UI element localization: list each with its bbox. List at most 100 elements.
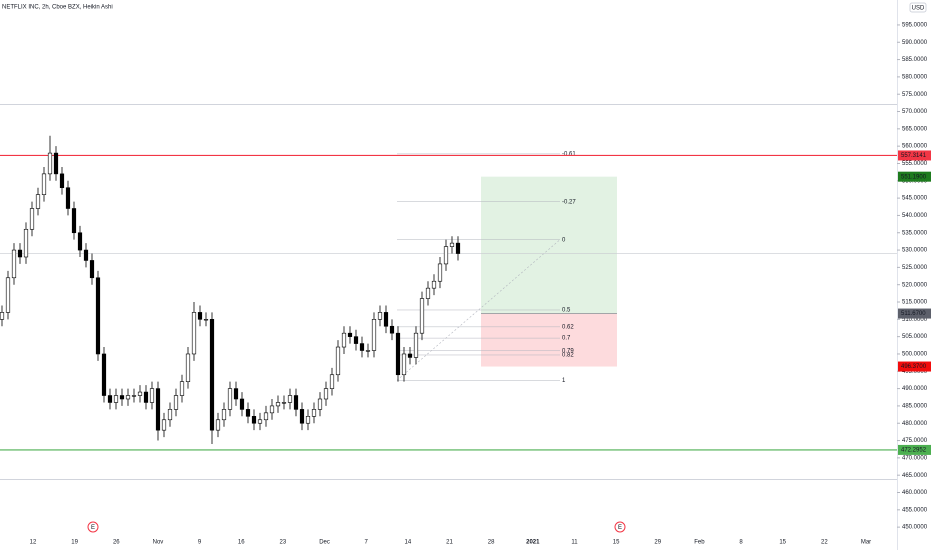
candle-body <box>239 398 245 410</box>
candle-body <box>371 319 377 351</box>
x-tick-label: 12 <box>30 540 37 546</box>
event-label: E <box>618 525 622 531</box>
candle-body <box>17 249 23 258</box>
x-tick-label: 14 <box>405 540 412 546</box>
candle-body <box>149 388 155 403</box>
candle-body <box>293 395 299 410</box>
candle-body <box>35 194 41 209</box>
x-tick-label: 7 <box>365 540 369 546</box>
candle-body <box>233 388 239 400</box>
candle-body <box>377 312 383 320</box>
y-tick-label: 555.0000 <box>902 161 928 167</box>
candle-body <box>263 412 269 421</box>
x-tick-label: Nov <box>153 540 164 546</box>
candle-body <box>383 312 389 327</box>
y-tick-label: 540.0000 <box>902 213 928 219</box>
candle-body <box>425 287 431 299</box>
candle-body <box>215 419 221 431</box>
currency[interactable]: USD <box>912 6 925 12</box>
price-tag <box>898 308 931 319</box>
price-tag-label: 511.6700 <box>901 311 926 317</box>
y-tick-label: 595.0000 <box>902 23 928 29</box>
candle-body <box>407 353 413 358</box>
x-tick-label: Mar <box>861 540 871 546</box>
candle-body <box>161 419 167 431</box>
y-tick-label: 575.0000 <box>902 92 928 98</box>
y-tick-label: 485.0000 <box>902 403 928 409</box>
candle-body <box>323 388 329 400</box>
candle-body <box>71 208 77 234</box>
fib-label: 0.82 <box>562 353 574 359</box>
price-tag <box>898 444 931 455</box>
candle-body <box>317 398 323 410</box>
candle-body <box>155 388 161 431</box>
currency-badge[interactable] <box>909 2 927 13</box>
y-tick-label: 450.0000 <box>902 525 928 531</box>
price-tag-label: 496.3700 <box>901 364 927 370</box>
candle-body <box>23 228 29 258</box>
x-tick-label: 21 <box>446 540 453 546</box>
candle-body <box>221 409 227 421</box>
candle-body <box>29 208 35 230</box>
candle-body <box>341 332 347 348</box>
candle-body <box>197 312 203 320</box>
candle-body <box>449 242 455 247</box>
fib-label: 0.62 <box>562 324 574 330</box>
price-tag-label: 472.2952 <box>901 448 927 454</box>
candle-body <box>11 249 17 279</box>
candle-body <box>47 152 53 175</box>
x-tick-label: 15 <box>779 540 786 546</box>
target-zone <box>481 176 617 314</box>
candle-body <box>269 405 275 414</box>
candle-body <box>251 416 257 424</box>
y-tick-label: 570.0000 <box>902 109 928 115</box>
y-tick-label: 480.0000 <box>902 421 928 427</box>
fib-label: 0.5 <box>562 308 571 314</box>
x-tick-label: 2021 <box>526 540 540 546</box>
x-tick-label: 9 <box>198 540 202 546</box>
candle-body <box>419 298 425 334</box>
candle-body <box>101 353 107 396</box>
candle-body <box>107 395 113 403</box>
candle-body <box>0 312 5 320</box>
fib-label: 0 <box>562 237 566 243</box>
candle-body <box>77 232 83 251</box>
stop-zone <box>481 313 617 367</box>
candle-body <box>347 332 353 337</box>
y-tick-label: 585.0000 <box>902 57 928 63</box>
candle-body <box>275 402 281 407</box>
candle-body <box>299 409 305 424</box>
candle-body <box>437 263 443 282</box>
y-tick-label: 565.0000 <box>902 126 928 132</box>
y-tick-label: 510.0000 <box>902 317 928 323</box>
price-tag-label: 551.1900 <box>901 174 927 180</box>
candle-body <box>179 381 185 396</box>
candle-body <box>401 353 407 376</box>
y-tick-label: 470.0000 <box>902 455 928 461</box>
event-marker <box>87 521 99 533</box>
x-tick-label: 16 <box>238 540 245 546</box>
candle-body <box>311 409 317 417</box>
x-tick-label: 11 <box>571 540 578 546</box>
candle-body <box>191 312 197 355</box>
candle-body <box>185 353 191 382</box>
candle-body <box>413 332 419 358</box>
y-tick-label: 535.0000 <box>902 230 928 236</box>
candle-body <box>227 388 233 410</box>
candle-body <box>113 395 119 403</box>
y-tick-label: 465.0000 <box>902 473 928 479</box>
y-tick-label: 520.0000 <box>902 282 928 288</box>
fib-label: -0.61 <box>562 151 576 157</box>
price-tag <box>898 361 931 372</box>
event-marker <box>614 521 626 533</box>
fib-label: 1 <box>562 378 566 384</box>
candle-body <box>443 246 449 265</box>
x-tick-label: Dec <box>319 540 330 546</box>
candle-body <box>209 319 215 431</box>
x-tick-label: 26 <box>113 540 120 546</box>
candle-body <box>137 391 143 396</box>
candle-body <box>203 319 209 321</box>
y-tick-label: 475.0000 <box>902 438 928 444</box>
price-tag <box>898 150 931 161</box>
